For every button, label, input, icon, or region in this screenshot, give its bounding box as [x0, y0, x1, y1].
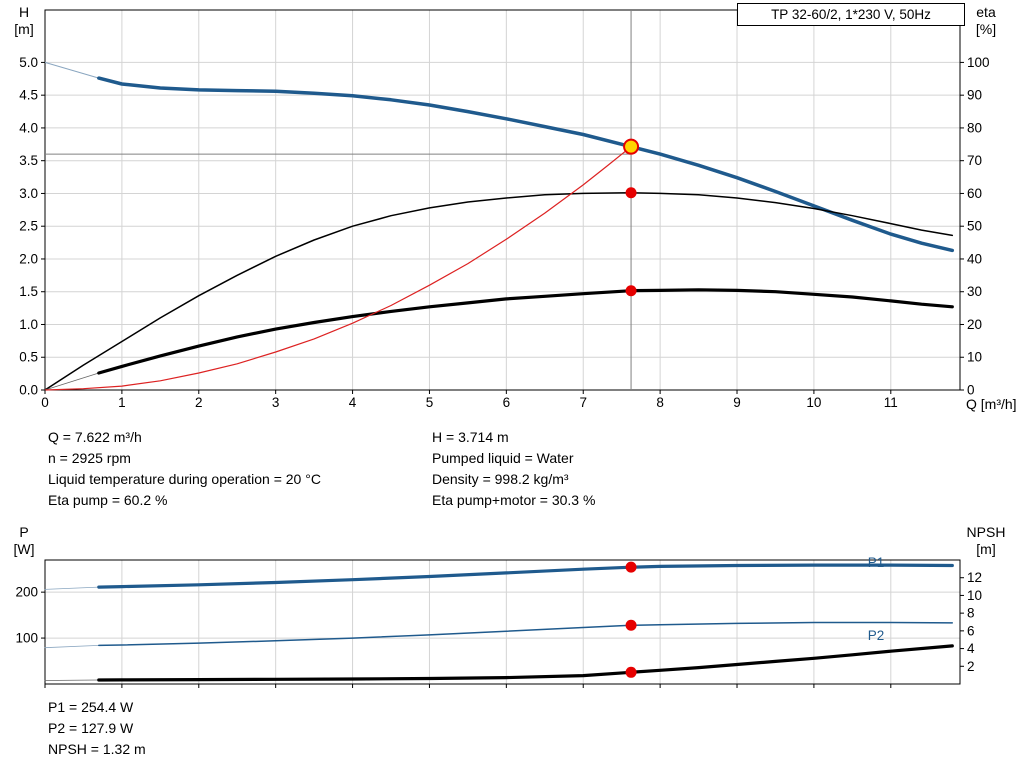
- eta-axis-symbol: eta: [976, 4, 996, 20]
- series-npsh-curve: [97, 644, 954, 682]
- h-axis-title: H [m]: [6, 4, 42, 38]
- series-label-P1: P1: [868, 555, 885, 570]
- y-right-tick-label: 6: [967, 623, 975, 638]
- x-tick-label: 0: [41, 395, 49, 410]
- plot-border: [44, 9, 961, 391]
- annotation-npsh: NPSH = 1.32 m: [48, 741, 146, 757]
- y-right-tick-label: 80: [967, 120, 982, 135]
- npsh-axis-symbol: NPSH: [966, 524, 1006, 540]
- power-annotations: P1 = 254.4 W P2 = 127.9 W NPSH = 1.32 m: [48, 697, 146, 760]
- x-tick-label: 8: [656, 395, 664, 410]
- x-tick-label: 3: [272, 395, 280, 410]
- p-axis-symbol: P: [19, 524, 29, 540]
- q-axis-label: Q [m³/h]: [966, 396, 1017, 412]
- series-p1-lead: [44, 586, 100, 590]
- duty-value-dot: [625, 666, 637, 678]
- series-npsh-lead: [44, 679, 100, 681]
- annotation-density: Density = 998.2 kg/m³: [432, 471, 569, 487]
- y-left-tick-label: 100: [15, 631, 38, 646]
- x-tick-label: 7: [579, 395, 587, 410]
- series-eta-pump-motor-curve: [97, 288, 954, 375]
- y-left-tick-label: 5.0: [19, 55, 38, 70]
- y-left-tick-label: 200: [15, 585, 38, 600]
- y-left-tick-label: 4.0: [19, 120, 38, 135]
- y-left-tick-label: 4.5: [19, 88, 38, 103]
- x-tick-label: 10: [806, 395, 821, 410]
- duty-value-dot: [625, 561, 637, 573]
- y-right-tick-label: 20: [967, 317, 982, 332]
- x-tick-label: 4: [349, 395, 357, 410]
- y-left-tick-label: 2.0: [19, 251, 38, 266]
- y-left-tick-label: 3.0: [19, 186, 38, 201]
- plot-border: [44, 559, 961, 685]
- annotation-pumped-liquid: Pumped liquid = Water: [432, 450, 574, 466]
- annotation-p1: P1 = 254.4 W: [48, 699, 134, 715]
- y-right-tick-label: 8: [967, 606, 975, 621]
- x-tick-label: 9: [733, 395, 741, 410]
- duty-annotations-right: H = 3.714 m Pumped liquid = Water Densit…: [432, 427, 595, 511]
- series-eta-pump-curve: [44, 192, 954, 391]
- x-tick-label: 2: [195, 395, 203, 410]
- h-axis-unit: [m]: [14, 21, 34, 37]
- pump-model-box: TP 32-60/2, 1*230 V, 50Hz: [737, 3, 965, 26]
- y-right-tick-label: 0: [967, 383, 975, 398]
- annotation-p2: P2 = 127.9 W: [48, 720, 134, 736]
- series-pump-curve-lead: [44, 61, 100, 79]
- x-tick-label: 1: [118, 395, 126, 410]
- y-left-tick-label: 1.5: [19, 284, 38, 299]
- eta-axis-unit: [%]: [975, 21, 997, 37]
- y-right-tick-label: 10: [967, 350, 982, 365]
- operating-point-marker[interactable]: [623, 138, 640, 155]
- annotation-eta-pump: Eta pump = 60.2 %: [48, 492, 168, 508]
- y-right-tick-label: 40: [967, 251, 982, 266]
- y-left-tick-label: 1.0: [19, 317, 38, 332]
- series-p1-curve: [97, 563, 954, 589]
- series-p2-lead: [44, 645, 100, 649]
- series-eta-pump-motor-lead: [44, 372, 100, 391]
- p-axis-unit: [W]: [13, 541, 35, 557]
- y-left-tick-label: 0.5: [19, 350, 38, 365]
- p-axis-title: P [W]: [6, 524, 42, 558]
- y-right-tick-label: 10: [967, 588, 982, 603]
- y-right-tick-label: 2: [967, 659, 975, 674]
- y-right-tick-label: 50: [967, 219, 982, 234]
- series-system-curve: [44, 146, 632, 391]
- duty-annotations-left: Q = 7.622 m³/h n = 2925 rpm Liquid tempe…: [48, 427, 321, 511]
- y-right-tick-label: 60: [967, 186, 982, 201]
- y-right-tick-label: 70: [967, 153, 982, 168]
- y-right-tick-label: 12: [967, 570, 982, 585]
- h-axis-symbol: H: [18, 4, 30, 20]
- series-p2-curve: [98, 621, 954, 647]
- annotation-speed: n = 2925 rpm: [48, 450, 131, 466]
- x-tick-label: 6: [503, 395, 511, 410]
- x-tick-label: 11: [884, 395, 898, 410]
- y-right-tick-label: 90: [967, 88, 982, 103]
- y-right-tick-label: 100: [967, 55, 990, 70]
- annotation-h: H = 3.714 m: [432, 429, 509, 445]
- y-right-tick-label: 4: [967, 641, 975, 656]
- npsh-axis-title: NPSH [m]: [960, 524, 1012, 558]
- y-left-tick-label: 2.5: [19, 219, 38, 234]
- duty-value-dot: [625, 187, 637, 199]
- series-label-P2: P2: [868, 628, 885, 643]
- annotation-liquid-temp: Liquid temperature during operation = 20…: [48, 471, 321, 487]
- annotation-eta-pump-motor: Eta pump+motor = 30.3 %: [432, 492, 596, 508]
- duty-value-dot: [625, 619, 637, 631]
- duty-value-dot: [625, 285, 637, 297]
- y-left-tick-label: 0.0: [19, 383, 38, 398]
- y-left-tick-label: 3.5: [19, 153, 38, 168]
- y-right-tick-label: 30: [967, 284, 982, 299]
- series-pump-curve: [97, 76, 955, 253]
- x-tick-label: 5: [426, 395, 434, 410]
- eta-axis-title: eta [%]: [966, 4, 1006, 38]
- npsh-axis-unit: [m]: [976, 541, 996, 557]
- annotation-q: Q = 7.622 m³/h: [48, 429, 142, 445]
